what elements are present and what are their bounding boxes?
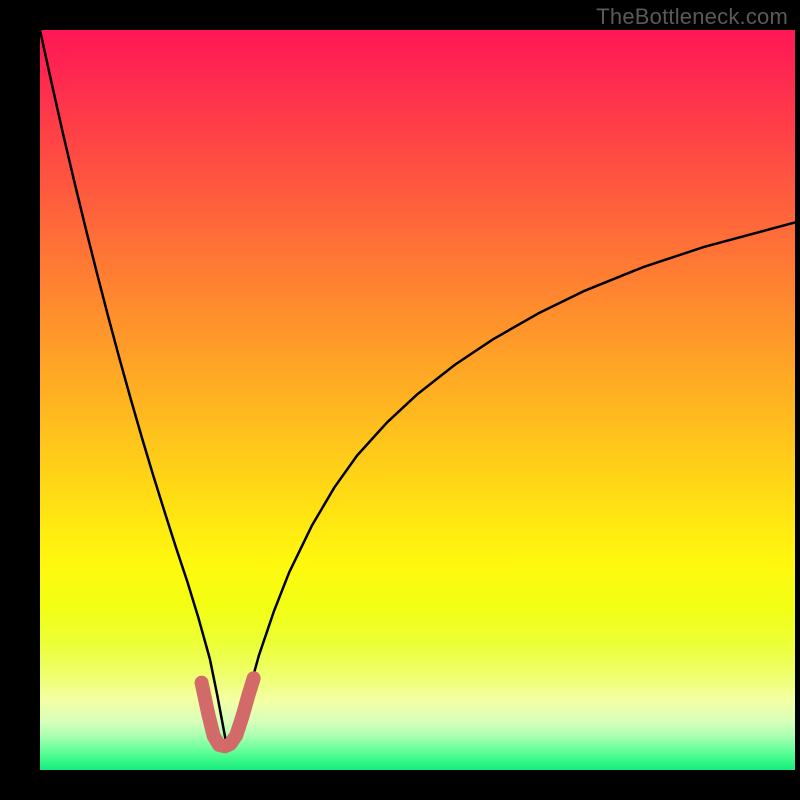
bottleneck-curve-plot [0,0,800,800]
plot-background-gradient [40,30,795,770]
watermark-text: TheBottleneck.com [596,4,788,30]
chart-stage: TheBottleneck.com [0,0,800,800]
